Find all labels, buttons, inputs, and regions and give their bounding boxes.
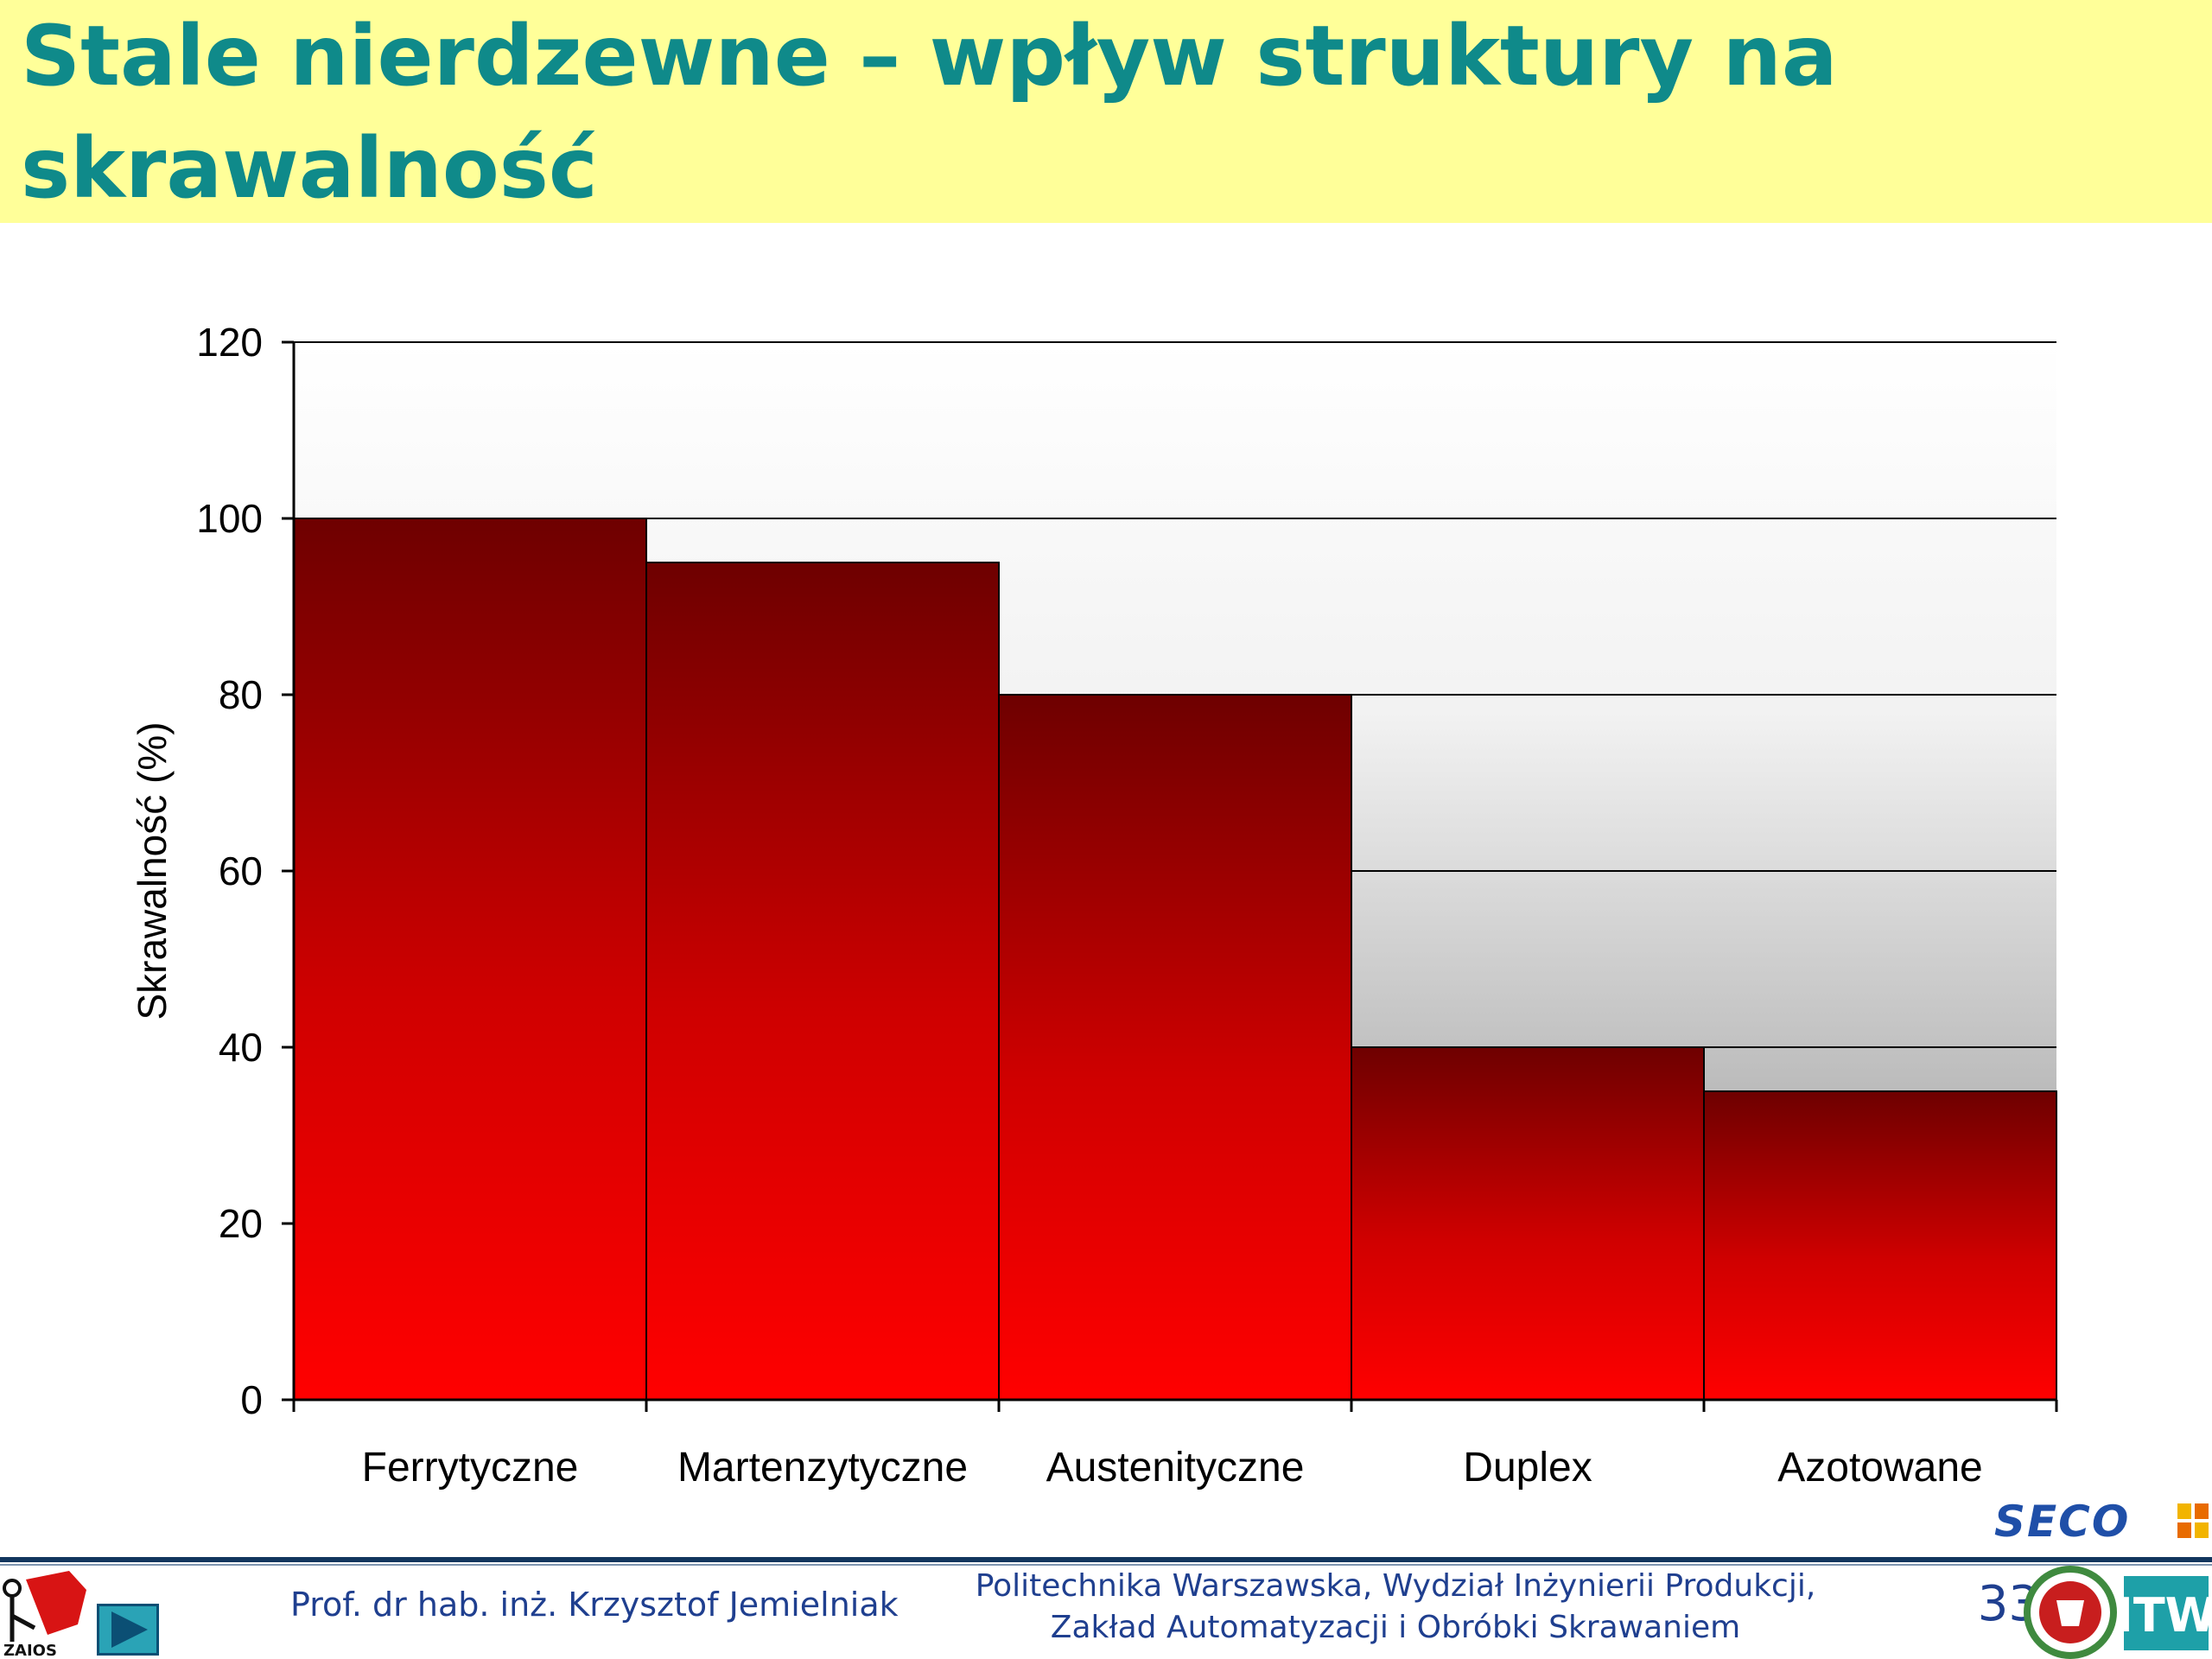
y-tick-label: 60 <box>219 849 263 893</box>
seco-logo: SECO <box>1994 1497 2131 1547</box>
x-tick-label: Austenityczne <box>1046 1445 1305 1491</box>
footer-institution: Politechnika Warszawska, Wydział Inżynie… <box>950 1566 1840 1649</box>
footer-author: Prof. dr hab. inż. Krzysztof Jemielniak <box>290 1586 899 1624</box>
bars <box>293 518 2057 1401</box>
x-tick-label: Martenzytyczne <box>677 1445 968 1491</box>
y-tick-label: 0 <box>240 1377 263 1422</box>
footer-divider <box>0 1557 2212 1562</box>
bar-chart: 0 20 40 60 80 100 120 Ferrytyczne Martenzytyczn… <box>130 320 2058 1491</box>
slide-title: Stale nierdzewne – wpływ struktury na sk… <box>21 8 1838 217</box>
y-axis-label: Skrawalność (%) <box>130 721 175 1020</box>
x-tick-label: Ferrytyczne <box>362 1445 579 1491</box>
bar-azotowane <box>1703 1090 2057 1401</box>
y-tick-label: 100 <box>196 496 263 541</box>
itw-logo-text: ITW <box>2116 1588 2212 1643</box>
bar-ferrytyczne <box>293 518 647 1401</box>
itw-logo: ITW <box>2024 1566 2212 1659</box>
y-tick-label: 120 <box>196 320 263 365</box>
seco-logo-mark <box>2177 1503 2209 1538</box>
y-tick-label: 80 <box>219 672 263 717</box>
footer-institution-line2: Zakład Automatyzacji i Obróbki Skrawanie… <box>1050 1610 1741 1645</box>
footer-divider-thin <box>0 1564 2212 1566</box>
title-band <box>0 0 2212 223</box>
x-tick-label: Duplex <box>1463 1445 1592 1491</box>
play-icon <box>111 1611 148 1648</box>
axes <box>282 340 2058 1412</box>
play-button[interactable] <box>97 1604 159 1656</box>
x-tick-labels: Ferrytyczne Martenzytyczne Austenityczne Du… <box>362 1445 1983 1491</box>
y-tick-label: 20 <box>219 1201 263 1246</box>
y-tick-label: 40 <box>219 1025 263 1070</box>
bar-duplex <box>1351 1046 1705 1401</box>
zaios-logo-text: ZAIOS <box>3 1642 57 1659</box>
bar-austenityczne <box>998 694 1352 1401</box>
zaios-logo: ZAIOS <box>3 1571 86 1659</box>
footer-institution-line1: Politechnika Warszawska, Wydział Inżynie… <box>975 1568 1816 1604</box>
y-tick-labels: 0 20 40 60 80 100 120 <box>196 320 263 1422</box>
x-tick-label: Azotowane <box>1777 1445 1983 1491</box>
bar-martenzytyczne <box>645 562 1000 1401</box>
